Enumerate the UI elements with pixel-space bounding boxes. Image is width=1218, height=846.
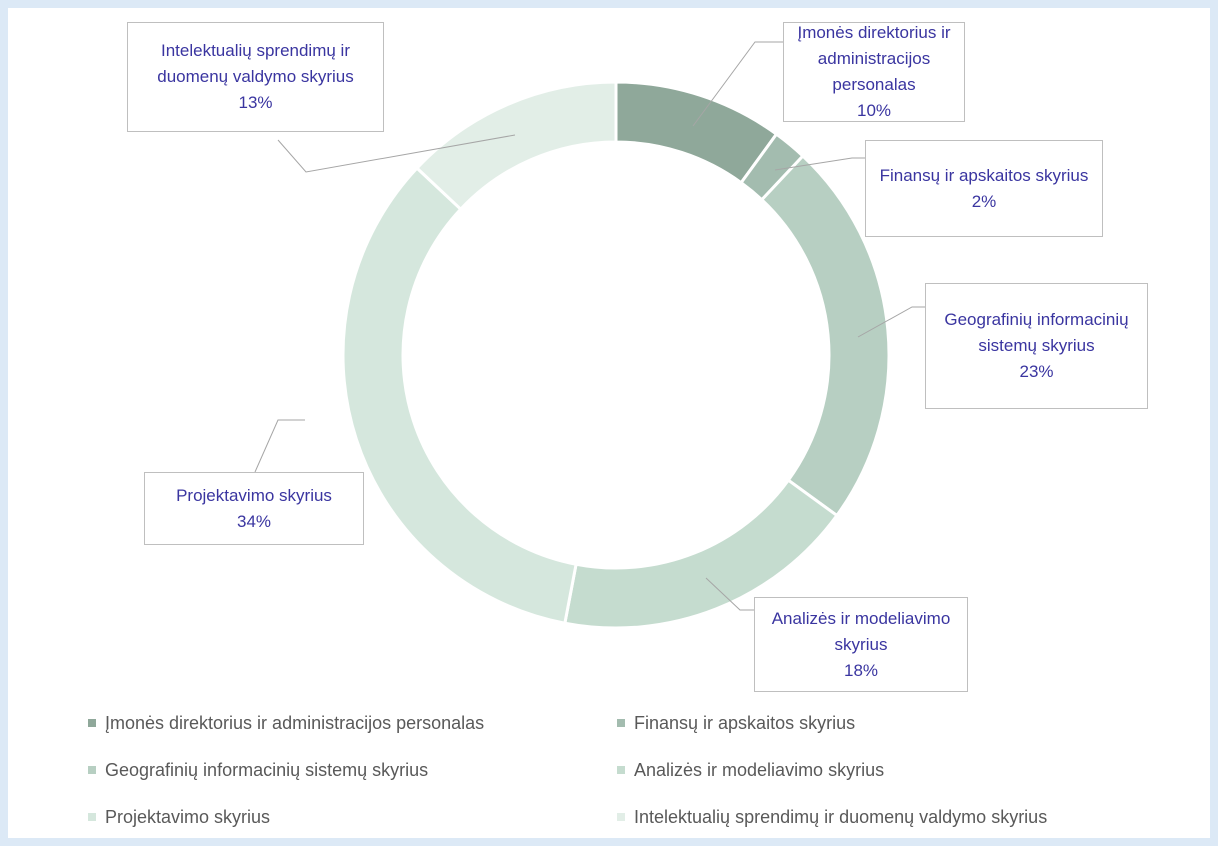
legend-label: Finansų ir apskaitos skyrius <box>634 712 856 733</box>
legend-marker <box>88 766 96 774</box>
data-label-category: Intelektualių sprendimų ir duomenų valdy… <box>157 41 354 86</box>
legend-item: Finansų ir apskaitos skyrius <box>617 712 855 734</box>
legend-label: Įmonės direktorius ir administracijos pe… <box>105 712 485 733</box>
chart: Įmonės direktorius ir administracijos pe… <box>8 8 1210 838</box>
legend-item: Intelektualių sprendimų ir duomenų valdy… <box>617 806 1047 828</box>
legend-label: Intelektualių sprendimų ir duomenų valdy… <box>634 806 1048 827</box>
legend-item: Įmonės direktorius ir administracijos pe… <box>88 712 484 734</box>
leader-lines <box>254 41 925 611</box>
data-label-category: Analizės ir modeliavimo skyrius <box>771 608 951 654</box>
leader-line <box>857 306 925 338</box>
legend-marker <box>617 766 625 774</box>
legend-marker <box>88 813 96 821</box>
data-label-value: 34% <box>236 511 272 531</box>
legend-marker <box>88 719 96 727</box>
data-label-category: Projektavimo skyrius <box>176 485 332 505</box>
data-label-value: 2% <box>971 191 997 211</box>
data-label-value: 13% <box>238 93 273 112</box>
data-label: Intelektualių sprendimų ir duomenų valdy… <box>127 22 384 132</box>
leader-line <box>705 577 754 611</box>
donut-slice <box>341 165 578 625</box>
data-label: Geografinių informacinių sistemų skyrius… <box>925 283 1148 409</box>
donut-chart <box>254 41 925 630</box>
data-label-value: 10% <box>856 101 892 120</box>
data-label-value: 23% <box>1019 362 1054 381</box>
leader-line <box>692 41 783 127</box>
data-label: Analizės ir modeliavimo skyrius 18% <box>754 597 968 692</box>
data-label: Projektavimo skyrius 34% <box>144 472 364 545</box>
data-label-category: Geografinių informacinių sistemų skyrius <box>944 310 1129 355</box>
data-label-value: 18% <box>843 660 879 680</box>
legend-item: Projektavimo skyrius <box>88 806 270 828</box>
data-label: Finansų ir apskaitos skyrius 2% <box>865 140 1103 237</box>
legend-label: Geografinių informacinių sistemų skyrius <box>105 759 429 780</box>
leader-line <box>277 134 516 173</box>
data-label: Įmonės direktorius ir administracijos pe… <box>783 22 965 122</box>
legend-item: Geografinių informacinių sistemų skyrius <box>88 759 428 781</box>
legend-marker <box>617 813 625 821</box>
legend-item: Analizės ir modeliavimo skyrius <box>617 759 884 781</box>
data-label-category: Finansų ir apskaitos skyrius <box>879 165 1089 185</box>
legend-label: Analizės ir modeliavimo skyrius <box>634 759 885 780</box>
donut-slice <box>414 80 618 212</box>
leader-line <box>774 157 865 171</box>
leader-line <box>254 419 305 473</box>
data-label-category: Įmonės direktorius ir administracijos pe… <box>797 23 951 94</box>
legend-marker <box>617 719 625 727</box>
legend-label: Projektavimo skyrius <box>105 806 271 827</box>
